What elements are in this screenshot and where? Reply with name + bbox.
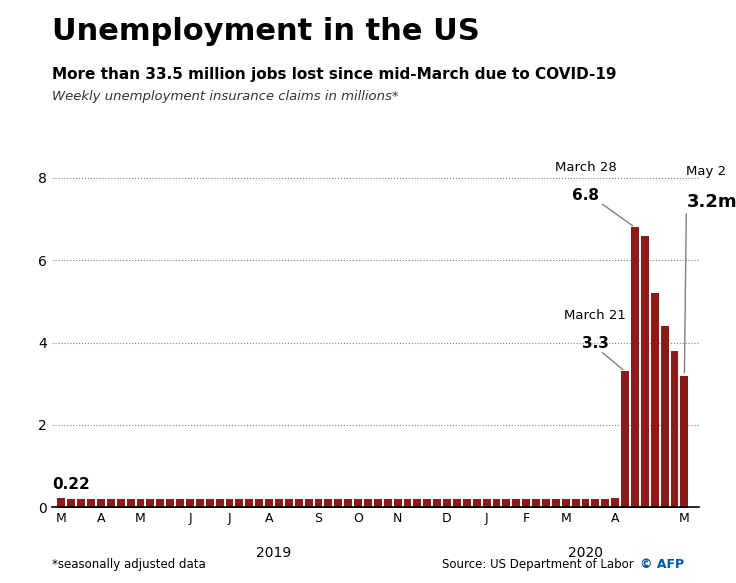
Text: © AFP: © AFP — [640, 559, 684, 571]
Bar — [216, 498, 224, 507]
Text: 2019: 2019 — [256, 546, 291, 560]
Text: March 28: March 28 — [555, 161, 616, 174]
Bar — [631, 227, 639, 507]
Bar — [661, 326, 668, 507]
Bar — [236, 498, 244, 507]
Bar — [87, 498, 95, 507]
Bar — [552, 498, 560, 507]
Bar — [137, 498, 144, 507]
Bar — [285, 499, 293, 507]
Bar — [127, 499, 135, 507]
Bar — [265, 499, 273, 507]
Bar — [394, 498, 402, 507]
Bar — [383, 499, 392, 507]
Bar — [146, 499, 155, 507]
Text: 2020: 2020 — [568, 546, 603, 560]
Bar — [206, 499, 213, 507]
Text: May 2: May 2 — [687, 165, 726, 178]
Bar — [492, 498, 500, 507]
Bar — [562, 499, 570, 507]
Bar — [403, 499, 411, 507]
Bar — [77, 499, 85, 507]
Bar — [156, 498, 164, 507]
Text: 6.8: 6.8 — [572, 188, 599, 203]
Bar — [601, 499, 609, 507]
Bar — [354, 498, 362, 507]
Bar — [542, 499, 550, 507]
Text: Unemployment in the US: Unemployment in the US — [52, 17, 479, 47]
Bar — [166, 499, 174, 507]
Bar — [255, 498, 263, 507]
Bar — [325, 499, 333, 507]
Bar — [453, 498, 461, 507]
Bar — [374, 498, 382, 507]
Bar — [176, 498, 184, 507]
Bar — [532, 498, 540, 507]
Bar — [117, 498, 124, 507]
Bar — [621, 371, 629, 507]
Bar — [523, 499, 530, 507]
Bar — [364, 499, 372, 507]
Bar — [107, 499, 115, 507]
Bar — [611, 498, 619, 507]
Bar — [225, 499, 233, 507]
Bar — [344, 499, 352, 507]
Bar — [305, 499, 313, 507]
Bar — [97, 499, 105, 507]
Bar — [463, 499, 471, 507]
Text: 3.2m: 3.2m — [687, 193, 736, 211]
Bar — [414, 498, 421, 507]
Bar — [592, 498, 599, 507]
Bar — [503, 499, 510, 507]
Bar — [186, 499, 194, 507]
Text: Source: US Department of Labor: Source: US Department of Labor — [442, 559, 634, 571]
Bar — [275, 498, 283, 507]
Bar — [651, 293, 659, 507]
Text: March 21: March 21 — [565, 309, 626, 322]
Bar — [423, 499, 431, 507]
Bar — [334, 498, 342, 507]
Bar — [67, 498, 75, 507]
Text: More than 33.5 million jobs lost since mid-March due to COVID-19: More than 33.5 million jobs lost since m… — [52, 67, 616, 82]
Bar — [57, 498, 66, 507]
Text: 0.22: 0.22 — [52, 477, 91, 493]
Bar — [572, 498, 579, 507]
Bar — [473, 498, 481, 507]
Text: Weekly unemployment insurance claims in millions*: Weekly unemployment insurance claims in … — [52, 90, 398, 103]
Bar — [512, 498, 520, 507]
Bar — [196, 498, 204, 507]
Bar — [680, 375, 688, 507]
Bar — [314, 498, 322, 507]
Bar — [581, 499, 590, 507]
Bar — [670, 351, 679, 507]
Bar — [483, 499, 491, 507]
Bar — [434, 498, 441, 507]
Bar — [295, 498, 302, 507]
Text: *seasonally adjusted data: *seasonally adjusted data — [52, 559, 205, 571]
Bar — [245, 499, 253, 507]
Bar — [443, 499, 451, 507]
Text: 3.3: 3.3 — [582, 336, 609, 351]
Bar — [641, 236, 648, 507]
